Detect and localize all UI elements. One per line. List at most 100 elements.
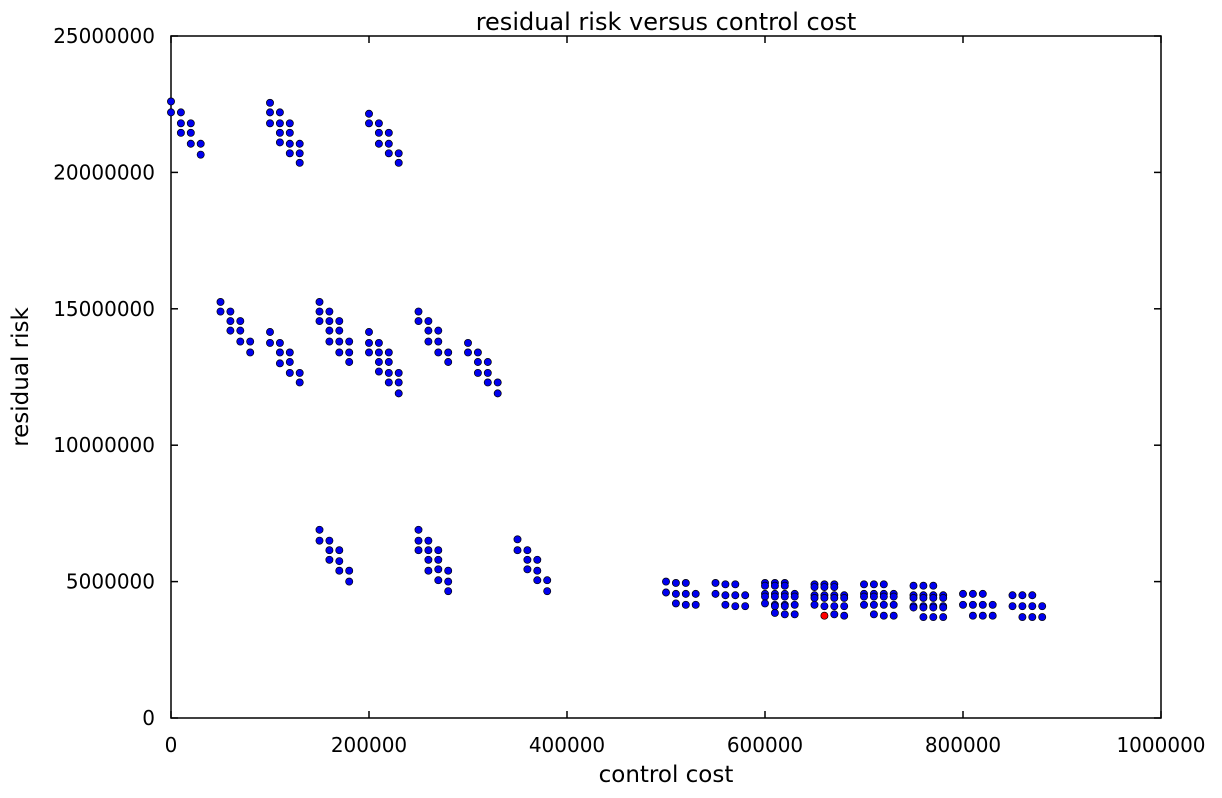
- data-point: [295, 158, 304, 167]
- data-point: [671, 579, 680, 587]
- data-point: [285, 119, 294, 128]
- data-point: [483, 368, 492, 377]
- data-point: [345, 577, 354, 586]
- data-point: [770, 609, 779, 617]
- data-point: [929, 613, 938, 622]
- data-point: [345, 337, 354, 346]
- data-point: [236, 337, 245, 346]
- data-point: [770, 592, 779, 601]
- data-point: [869, 592, 878, 601]
- data-point: [820, 602, 829, 611]
- data-point: [741, 591, 750, 600]
- data-point: [394, 378, 403, 387]
- data-point: [275, 108, 284, 117]
- x-axis-label: control cost: [599, 762, 734, 788]
- data-point: [275, 138, 284, 147]
- data-point: [365, 338, 373, 347]
- data-point: [424, 546, 433, 555]
- data-point: [473, 358, 482, 366]
- data-point: [939, 613, 948, 622]
- data-point: [543, 587, 552, 596]
- data-point: [919, 613, 928, 622]
- data-point: [860, 600, 868, 609]
- data-point: [434, 576, 443, 585]
- data-point: [196, 139, 205, 148]
- data-point: [266, 119, 274, 128]
- data-point: [909, 594, 918, 602]
- data-point: [959, 600, 967, 609]
- data-point: [295, 368, 304, 377]
- data-point: [493, 389, 502, 398]
- data-point: [374, 338, 383, 347]
- data-point: [176, 128, 185, 137]
- data-point: [968, 589, 977, 598]
- data-point: [662, 577, 670, 586]
- data-point: [929, 594, 938, 602]
- data-point: [424, 566, 433, 575]
- data-point: [919, 594, 928, 602]
- highlighted-data-point: [820, 611, 829, 620]
- data-point: [384, 378, 393, 387]
- data-point: [780, 581, 789, 590]
- data-point: [345, 566, 354, 575]
- data-point: [444, 348, 453, 357]
- data-point: [266, 108, 274, 117]
- data-point: [731, 580, 740, 589]
- data-point: [988, 611, 997, 620]
- data-point: [820, 583, 829, 592]
- data-point: [325, 317, 334, 326]
- data-point: [1008, 602, 1017, 611]
- data-point: [196, 150, 205, 159]
- data-point: [365, 348, 373, 357]
- data-point: [275, 128, 284, 137]
- data-point: [315, 317, 324, 326]
- data-point: [840, 602, 849, 611]
- data-point: [830, 583, 839, 592]
- data-point: [939, 594, 948, 602]
- data-point: [968, 611, 977, 620]
- data-point: [889, 592, 898, 601]
- data-point: [394, 149, 403, 158]
- data-point: [285, 139, 294, 148]
- data-point: [384, 149, 393, 158]
- data-point: [384, 348, 393, 357]
- y-tick-label: 10000000: [53, 433, 155, 457]
- chart-title: residual risk versus control cost: [476, 8, 857, 36]
- data-point: [246, 337, 255, 346]
- data-point: [770, 581, 779, 590]
- data-point: [434, 565, 443, 574]
- data-point: [840, 594, 849, 602]
- data-point: [275, 348, 284, 357]
- data-point: [266, 338, 274, 347]
- data-point: [424, 536, 433, 545]
- data-point: [275, 359, 284, 368]
- data-point: [315, 536, 324, 545]
- data-point: [860, 580, 868, 589]
- data-point: [1028, 602, 1037, 611]
- data-point: [770, 602, 779, 611]
- data-point: [473, 348, 482, 357]
- data-point: [325, 337, 334, 346]
- data-point: [335, 337, 344, 346]
- data-point: [1038, 602, 1047, 611]
- data-point: [889, 611, 898, 620]
- data-point: [464, 348, 472, 357]
- data-point: [909, 603, 918, 612]
- data-point: [721, 591, 730, 600]
- data-point: [780, 610, 789, 619]
- data-point: [325, 307, 334, 316]
- data-point: [731, 602, 740, 611]
- data-point: [374, 139, 383, 148]
- data-point: [444, 577, 453, 586]
- data-point: [810, 594, 819, 602]
- data-point: [810, 583, 819, 592]
- data-point: [444, 587, 453, 596]
- data-point: [266, 98, 274, 107]
- data-point: [731, 591, 740, 600]
- data-point: [681, 579, 690, 587]
- data-point: [394, 158, 403, 167]
- data-point: [830, 602, 839, 611]
- data-point: [840, 611, 849, 620]
- data-point: [929, 581, 938, 590]
- data-point: [780, 602, 789, 611]
